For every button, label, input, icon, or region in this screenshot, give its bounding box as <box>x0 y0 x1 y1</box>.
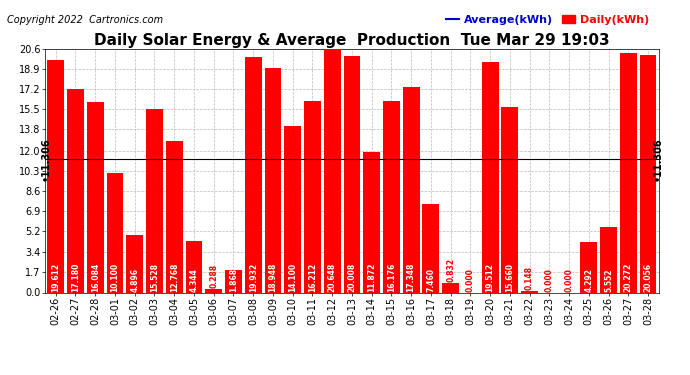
Text: 0.000: 0.000 <box>564 268 573 291</box>
Bar <box>580 242 598 292</box>
Text: 20.056: 20.056 <box>644 262 653 291</box>
Text: 11.872: 11.872 <box>367 262 376 291</box>
Text: Copyright 2022  Cartronics.com: Copyright 2022 Cartronics.com <box>7 15 163 25</box>
Text: 10.100: 10.100 <box>110 262 119 291</box>
Bar <box>482 62 498 292</box>
Bar <box>383 101 400 292</box>
Text: 0.832: 0.832 <box>446 258 455 282</box>
Text: 4.896: 4.896 <box>130 267 139 291</box>
Bar <box>422 204 440 292</box>
Text: 4.292: 4.292 <box>584 268 593 291</box>
Legend: Average(kWh), Daily(kWh): Average(kWh), Daily(kWh) <box>442 10 653 29</box>
Bar <box>126 235 143 292</box>
Text: 20.008: 20.008 <box>347 262 357 291</box>
Bar <box>206 289 222 292</box>
Text: 12.768: 12.768 <box>170 262 179 291</box>
Text: 0.148: 0.148 <box>525 266 534 290</box>
Text: 19.612: 19.612 <box>51 262 60 291</box>
Text: •11.306: •11.306 <box>41 137 51 180</box>
Bar <box>600 227 617 292</box>
Bar <box>264 68 282 292</box>
Bar <box>106 173 124 292</box>
Text: 0.000: 0.000 <box>545 268 554 291</box>
Bar <box>304 100 321 292</box>
Text: 20.272: 20.272 <box>624 262 633 291</box>
Text: 5.552: 5.552 <box>604 268 613 291</box>
Bar <box>87 102 104 292</box>
Bar <box>67 89 84 292</box>
Text: •11.306: •11.306 <box>653 137 663 180</box>
Text: 15.660: 15.660 <box>505 262 514 291</box>
Bar <box>521 291 538 292</box>
Text: 16.084: 16.084 <box>90 262 99 291</box>
Text: 19.512: 19.512 <box>486 262 495 291</box>
Bar <box>146 109 163 292</box>
Bar <box>324 48 341 292</box>
Bar <box>344 56 360 292</box>
Bar <box>502 107 518 292</box>
Bar <box>284 126 301 292</box>
Text: 14.100: 14.100 <box>288 262 297 291</box>
Text: 16.176: 16.176 <box>387 262 396 291</box>
Bar <box>363 152 380 292</box>
Bar <box>186 241 202 292</box>
Text: 0.000: 0.000 <box>466 268 475 291</box>
Text: 19.932: 19.932 <box>248 262 257 291</box>
Bar <box>48 60 64 292</box>
Text: 16.212: 16.212 <box>308 262 317 291</box>
Bar <box>245 57 262 292</box>
Bar <box>640 55 656 292</box>
Bar <box>442 283 459 292</box>
Text: 18.948: 18.948 <box>268 262 277 291</box>
Bar <box>225 270 241 292</box>
Text: 20.648: 20.648 <box>328 262 337 291</box>
Text: 0.288: 0.288 <box>209 264 218 288</box>
Text: 1.868: 1.868 <box>229 267 238 291</box>
Bar <box>166 141 183 292</box>
Text: 17.348: 17.348 <box>406 262 415 291</box>
Text: 15.528: 15.528 <box>150 262 159 291</box>
Bar <box>620 53 637 292</box>
Text: 17.180: 17.180 <box>71 262 80 291</box>
Text: 7.460: 7.460 <box>426 267 435 291</box>
Text: 4.344: 4.344 <box>190 268 199 291</box>
Title: Daily Solar Energy & Average  Production  Tue Mar 29 19:03: Daily Solar Energy & Average Production … <box>94 33 610 48</box>
Bar <box>403 87 420 292</box>
